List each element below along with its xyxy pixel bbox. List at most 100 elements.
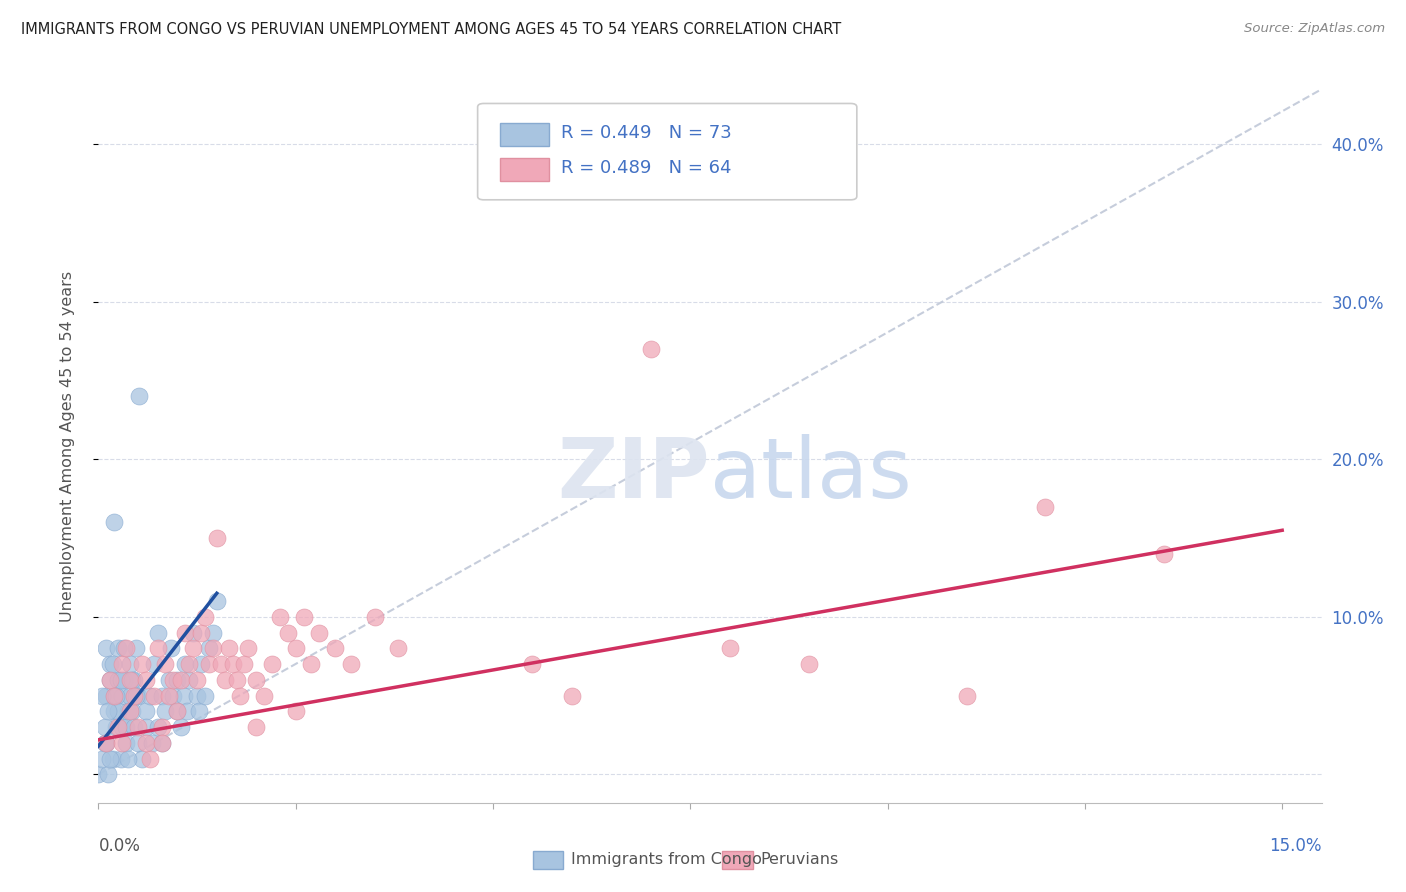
Point xyxy=(97,767,120,781)
Point xyxy=(170,720,193,734)
Point xyxy=(340,657,363,672)
Point xyxy=(229,689,252,703)
Point xyxy=(166,705,188,719)
Point xyxy=(238,641,260,656)
Point xyxy=(98,673,121,687)
Y-axis label: Unemployment Among Ages 45 to 54 years: Unemployment Among Ages 45 to 54 years xyxy=(60,270,75,622)
Point xyxy=(97,705,120,719)
Point xyxy=(118,705,141,719)
Point xyxy=(93,720,115,734)
Point xyxy=(104,689,127,703)
FancyBboxPatch shape xyxy=(723,851,752,869)
Text: 15.0%: 15.0% xyxy=(1270,838,1322,855)
Point xyxy=(173,689,195,703)
Point xyxy=(174,657,197,672)
Point xyxy=(121,705,143,719)
Point xyxy=(166,705,188,719)
Point xyxy=(188,705,211,719)
Point xyxy=(122,673,145,687)
Point xyxy=(138,689,160,703)
Point xyxy=(127,689,149,703)
FancyBboxPatch shape xyxy=(478,103,856,200)
Point xyxy=(101,657,124,672)
Point xyxy=(110,752,132,766)
Point xyxy=(179,657,201,672)
Point xyxy=(190,625,212,640)
Text: 0.0%: 0.0% xyxy=(98,838,141,855)
Point xyxy=(115,720,138,734)
Point xyxy=(225,673,247,687)
Point xyxy=(111,736,134,750)
Point xyxy=(214,673,236,687)
Point xyxy=(103,689,125,703)
Point xyxy=(218,641,240,656)
Point xyxy=(107,673,129,687)
Text: R = 0.489   N = 64: R = 0.489 N = 64 xyxy=(561,159,731,177)
Point xyxy=(198,641,221,656)
Point xyxy=(91,752,114,766)
Point xyxy=(107,705,129,719)
Point xyxy=(135,720,157,734)
Point xyxy=(284,641,307,656)
Point xyxy=(159,689,181,703)
Text: ZIP: ZIP xyxy=(558,434,710,515)
Point xyxy=(118,657,141,672)
Point xyxy=(155,705,177,719)
Point xyxy=(98,752,121,766)
Point xyxy=(110,673,132,687)
Point xyxy=(181,641,204,656)
Point xyxy=(205,531,228,545)
Point xyxy=(135,705,157,719)
Point xyxy=(107,641,129,656)
Point xyxy=(190,657,212,672)
FancyBboxPatch shape xyxy=(533,851,564,869)
Point xyxy=(159,673,181,687)
Point xyxy=(118,673,141,687)
Point xyxy=(269,610,291,624)
Point xyxy=(146,625,169,640)
Point xyxy=(150,736,173,750)
Point xyxy=(292,610,315,624)
Point xyxy=(127,720,149,734)
Point xyxy=(146,641,169,656)
Text: atlas: atlas xyxy=(710,434,911,515)
Point xyxy=(118,689,141,703)
Point xyxy=(128,389,150,403)
Point xyxy=(98,673,121,687)
Point xyxy=(107,720,129,734)
Point xyxy=(142,657,165,672)
Point xyxy=(111,689,134,703)
Point xyxy=(323,641,346,656)
Point xyxy=(363,610,385,624)
Point xyxy=(131,752,153,766)
Point xyxy=(640,342,662,356)
Point xyxy=(194,689,217,703)
Point xyxy=(194,610,217,624)
Point xyxy=(115,736,138,750)
Point xyxy=(201,625,224,640)
Point xyxy=(205,594,228,608)
Point xyxy=(201,641,224,656)
Point xyxy=(198,657,221,672)
Point xyxy=(260,657,283,672)
Point xyxy=(135,736,157,750)
Point xyxy=(122,689,145,703)
Point xyxy=(1035,500,1057,514)
Point xyxy=(101,752,124,766)
Point xyxy=(103,705,125,719)
Text: Peruvians: Peruvians xyxy=(761,853,838,867)
Point xyxy=(284,705,307,719)
Point xyxy=(87,767,110,781)
Point xyxy=(138,752,160,766)
Point xyxy=(301,657,323,672)
Point xyxy=(179,673,201,687)
Point xyxy=(160,641,183,656)
Point xyxy=(150,689,173,703)
Point xyxy=(117,752,139,766)
Point xyxy=(141,736,163,750)
Point xyxy=(162,673,184,687)
Text: Source: ZipAtlas.com: Source: ZipAtlas.com xyxy=(1244,22,1385,36)
Point xyxy=(112,673,135,687)
Point xyxy=(125,689,148,703)
Point xyxy=(221,657,243,672)
